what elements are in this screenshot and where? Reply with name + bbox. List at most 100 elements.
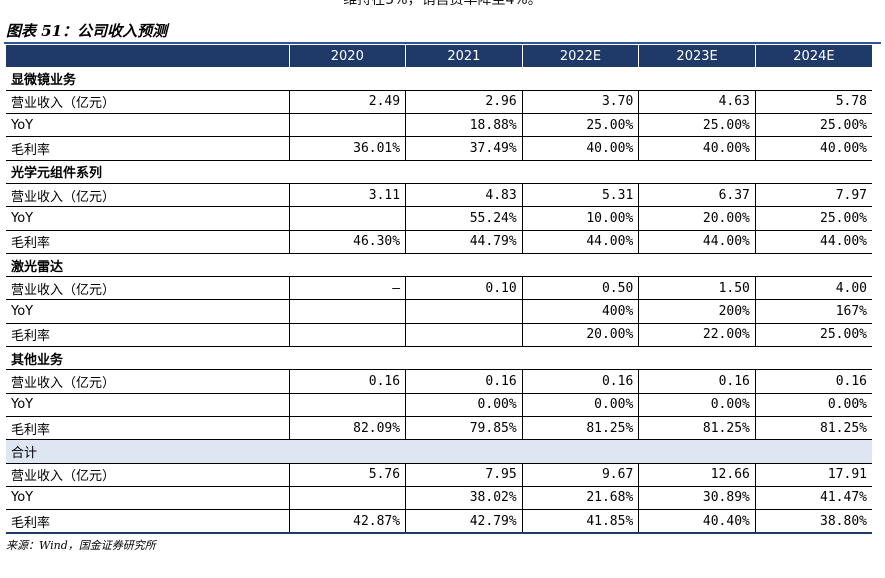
value-cell: 44.00%	[521, 230, 639, 254]
value-cell: 40.40%	[638, 509, 756, 534]
value-cell: 25.00%	[521, 113, 639, 138]
gross-margin-row: 毛利率 36.01% 37.49% 40.00% 40.00% 40.00%	[6, 136, 872, 161]
gross-margin-row: 毛利率 46.30% 44.79% 44.00% 44.00% 44.00%	[6, 230, 872, 254]
section-header-row: 光学元组件系列	[6, 160, 872, 184]
row-label: YoY	[6, 113, 289, 138]
value-cell: 10.00%	[521, 206, 639, 231]
row-label: YoY	[6, 393, 289, 417]
value-cell: 38.80%	[754, 509, 872, 534]
value-cell: 44.79%	[405, 230, 523, 254]
value-cell: 21.68%	[521, 486, 639, 511]
row-label: 毛利率	[6, 323, 289, 348]
value-cell: 0.00%	[405, 393, 523, 417]
value-cell: 0.16	[754, 369, 872, 394]
value-cell: 42.79%	[405, 509, 523, 534]
row-label: YoY	[6, 206, 289, 231]
value-cell: 3.70	[521, 90, 639, 115]
value-cell: 0.10	[405, 276, 523, 301]
value-cell	[288, 393, 406, 417]
row-label: 营业收入（亿元）	[6, 276, 289, 301]
value-cell: 0.16	[638, 369, 756, 394]
value-cell: 0.00%	[521, 393, 639, 417]
value-cell: 200%	[638, 299, 756, 324]
yoy-row: YoY 400% 200% 167%	[6, 299, 872, 324]
gross-margin-row: 毛利率 42.87% 42.79% 41.85% 40.40% 38.80%	[6, 509, 872, 534]
value-cell: 79.85%	[405, 416, 523, 441]
section-title: 其他业务	[6, 346, 872, 371]
row-label: YoY	[6, 299, 289, 324]
value-cell: 12.66	[638, 463, 756, 487]
value-cell: 44.00%	[638, 230, 756, 254]
value-cell	[288, 486, 406, 511]
header-row: 2020 2021 2022E 2023E 2024E	[6, 45, 872, 67]
value-cell: 18.88%	[405, 113, 523, 138]
value-cell: 40.00%	[754, 136, 872, 161]
preceding-text-fragment: 维持在5%，销售费率降至4%。	[343, 0, 542, 8]
value-cell: 400%	[521, 299, 639, 324]
gross-margin-row: 毛利率 20.00% 22.00% 25.00%	[6, 323, 872, 348]
value-cell: 3.11	[288, 183, 406, 208]
value-cell: 25.00%	[754, 113, 872, 138]
row-label: 毛利率	[6, 509, 289, 534]
value-cell: 4.83	[405, 183, 523, 208]
row-label: 毛利率	[6, 230, 289, 254]
value-cell: 30.89%	[638, 486, 756, 511]
value-cell: 9.67	[521, 463, 639, 487]
value-cell: 46.30%	[288, 230, 406, 254]
section-title: 显微镜业务	[6, 67, 872, 91]
revenue-row: 营业收入（亿元） 5.76 7.95 9.67 12.66 17.91	[6, 463, 872, 487]
value-cell: 81.25%	[521, 416, 639, 441]
value-cell: 40.00%	[638, 136, 756, 161]
section-title: 光学元组件系列	[6, 160, 872, 184]
value-cell: 81.25%	[754, 416, 872, 441]
value-cell: 5.78	[754, 90, 872, 115]
value-cell: 55.24%	[405, 206, 523, 231]
header-year-2023e: 2023E	[638, 45, 756, 67]
value-cell: 167%	[754, 299, 872, 324]
value-cell	[288, 113, 406, 138]
value-cell: –	[288, 276, 406, 301]
value-cell: 41.47%	[754, 486, 872, 511]
value-cell: 20.00%	[521, 323, 639, 348]
source-note: 来源：Wind，国金证券研究所	[6, 539, 156, 552]
revenue-row: 营业收入（亿元） 3.11 4.83 5.31 6.37 7.97	[6, 183, 872, 208]
section-header-row: 激光雷达	[6, 253, 872, 278]
section-header-row: 其他业务	[6, 346, 872, 371]
row-label: 营业收入（亿元）	[6, 463, 289, 487]
value-cell: 0.16	[288, 369, 406, 394]
value-cell: 22.00%	[638, 323, 756, 348]
value-cell: 81.25%	[638, 416, 756, 441]
section-header-row: 显微镜业务	[6, 67, 872, 91]
row-label: 营业收入（亿元）	[6, 90, 289, 115]
section-title: 激光雷达	[6, 253, 872, 278]
revenue-row: 营业收入（亿元） 0.16 0.16 0.16 0.16 0.16	[6, 369, 872, 394]
revenue-row: 营业收入（亿元） 2.49 2.96 3.70 4.63 5.78	[6, 90, 872, 115]
value-cell: 6.37	[638, 183, 756, 208]
header-year-2020: 2020	[288, 45, 406, 67]
value-cell: 5.76	[288, 463, 406, 487]
header-corner	[6, 45, 289, 67]
value-cell: 2.49	[288, 90, 406, 115]
value-cell: 82.09%	[288, 416, 406, 441]
value-cell: 7.95	[405, 463, 523, 487]
value-cell: 25.00%	[754, 323, 872, 348]
value-cell: 20.00%	[638, 206, 756, 231]
yoy-row: YoY 55.24% 10.00% 20.00% 25.00%	[6, 206, 872, 231]
value-cell: 25.00%	[754, 206, 872, 231]
value-cell	[405, 299, 523, 324]
gross-margin-row: 毛利率 82.09% 79.85% 81.25% 81.25% 81.25%	[6, 416, 872, 441]
header-year-2021: 2021	[405, 45, 523, 67]
table-body: 显微镜业务 营业收入（亿元） 2.49 2.96 3.70 4.63 5.78 YoY 18.8…	[6, 67, 872, 534]
value-cell: 0.16	[521, 369, 639, 394]
value-cell	[288, 299, 406, 324]
row-label: YoY	[6, 486, 289, 511]
value-cell: 42.87%	[288, 509, 406, 534]
row-label: 毛利率	[6, 416, 289, 441]
value-cell	[288, 206, 406, 231]
value-cell: 1.50	[638, 276, 756, 301]
revenue-forecast-table: 2020 2021 2022E 2023E 2024E 显微镜业务 营业收入（亿元…	[6, 45, 872, 534]
header-year-2022e: 2022E	[521, 45, 639, 67]
value-cell: 4.63	[638, 90, 756, 115]
value-cell: 0.00%	[754, 393, 872, 417]
value-cell: 0.50	[521, 276, 639, 301]
